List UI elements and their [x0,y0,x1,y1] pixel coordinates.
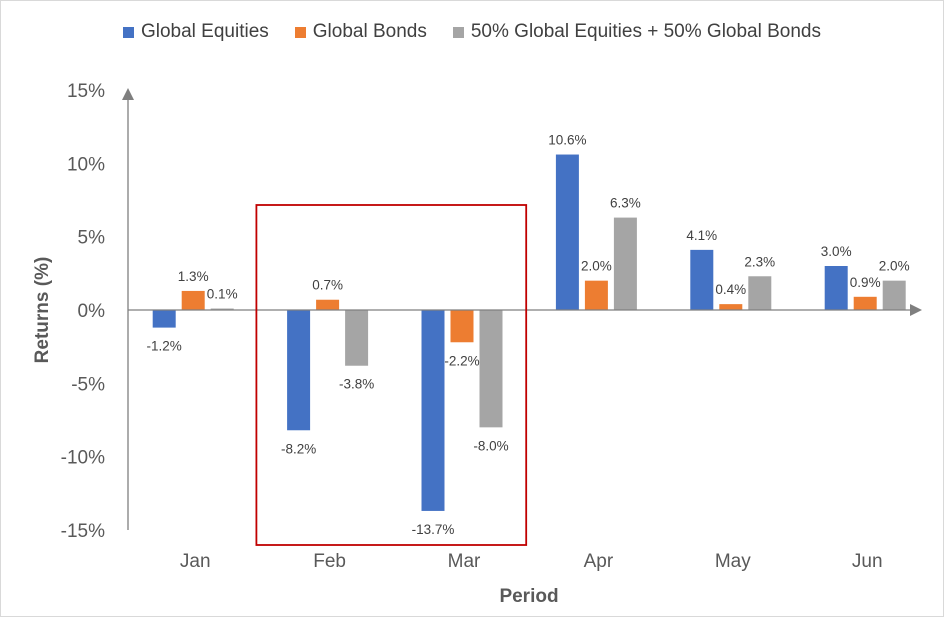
legend-swatch-global-bonds [294,26,306,38]
x-axis-arrow-icon [910,304,922,316]
bar-50-global-equities-50-global-bonds-jun [882,280,906,310]
y-tick-label-0: 0% [78,301,106,322]
x-tick-label-apr: Apr [584,551,614,572]
x-tick-label-jan: Jan [180,551,211,572]
legend-label-global-bonds: Global Bonds [312,21,427,42]
y-tick-label-10: 10% [67,154,105,175]
bar-50-global-equities-50-global-bonds-feb [345,310,369,366]
bar-global-equities-apr [555,154,579,310]
bar-50-global-equities-50-global-bonds-apr [613,217,637,310]
y-tick-label-15: -15% [61,521,105,542]
y-tick-label-10: -10% [61,448,105,469]
data-label-global-equities-jan: -1.2% [147,339,182,354]
data-label-global-equities-may: 4.1% [686,228,717,243]
x-tick-label-feb: Feb [313,551,346,572]
legend: Global Equities Global Bonds 50% Global … [0,19,944,45]
data-label-50-global-equities-50-global-bonds-apr: 6.3% [610,196,641,211]
data-label-global-equities-jun: 3.0% [821,244,852,259]
x-axis-title: Period [499,586,558,607]
x-tick-label-jun: Jun [852,551,883,572]
data-label-global-bonds-jun: 0.9% [850,275,881,290]
data-label-global-equities-apr: 10.6% [548,133,586,148]
bar-global-bonds-jun [853,296,877,310]
data-label-global-equities-feb: -8.2% [281,441,316,456]
x-tick-label-mar: Mar [448,551,481,572]
data-label-50-global-equities-50-global-bonds-jun: 2.0% [879,259,910,274]
data-label-50-global-equities-50-global-bonds-feb: -3.8% [339,377,374,392]
data-label-global-bonds-mar: -2.2% [444,353,479,368]
data-label-global-bonds-apr: 2.0% [581,259,612,274]
bar-global-bonds-jan [181,290,205,310]
data-label-global-bonds-feb: 0.7% [312,278,343,293]
highlight-box-feb-mar [255,204,528,546]
legend-label-global-equities: Global Equities [140,21,269,42]
legend-item-global-equities: Global Equities [122,21,269,43]
bar-global-equities-jun [824,266,848,310]
legend-label-blend: 50% Global Equities + 50% Global Bonds [470,21,821,42]
bar-global-bonds-mar [450,310,474,343]
bar-global-bonds-apr [584,280,608,310]
bar-50-global-equities-50-global-bonds-jan [210,308,234,310]
labels-layer: -1.2% -8.2% -13.7% 10.6% 4.1% 3.0% 1.3% 0.7% -2.… [61,81,910,572]
y-tick-label-5: -5% [71,374,105,395]
bar-50-global-equities-50-global-bonds-may [748,276,772,310]
y-axis-title: Returns (%) [32,257,53,364]
x-tick-label-may: May [715,551,751,572]
bars-layer [152,154,906,511]
axes-layer [122,88,922,546]
bar-global-equities-may [690,249,714,310]
bar-global-equities-feb [287,310,311,431]
bar-global-bonds-may [719,304,743,310]
legend-item-blend: 50% Global Equities + 50% Global Bonds [452,21,821,43]
data-label-50-global-equities-50-global-bonds-may: 2.3% [744,254,775,269]
data-label-50-global-equities-50-global-bonds-jan: 0.1% [207,287,238,302]
y-axis-arrow-icon [122,88,134,100]
data-label-global-equities-mar: -13.7% [412,522,455,537]
data-label-global-bonds-may: 0.4% [715,282,746,297]
y-tick-label-5: 5% [78,228,106,249]
bar-global-equities-mar [421,310,445,511]
legend-swatch-global-equities [122,26,134,38]
bar-global-bonds-feb [316,299,340,310]
y-tick-label-15: 15% [67,81,105,102]
bar-50-global-equities-50-global-bonds-mar [479,310,503,428]
data-label-50-global-equities-50-global-bonds-mar: -8.0% [473,438,508,453]
bar-global-equities-jan [152,310,176,328]
data-label-global-bonds-jan: 1.3% [178,269,209,284]
legend-item-global-bonds: Global Bonds [294,21,427,43]
legend-swatch-blend [452,26,464,38]
